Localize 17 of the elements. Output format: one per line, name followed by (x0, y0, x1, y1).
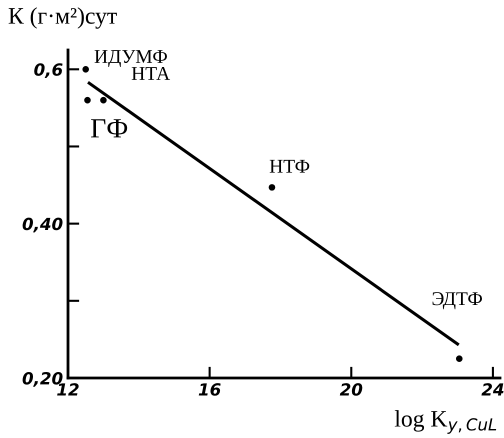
point (82, 66, 89, 73)
x-tick-label: 20 (340, 383, 362, 396)
y-axis-title: К (г·м²)сут (8, 7, 117, 29)
annotation: ЭДТФ (432, 292, 482, 310)
annotation: ИДУМФ (94, 50, 167, 67)
point (268, 184, 276, 191)
x-tick-label: 24 (481, 383, 504, 396)
y-tick-label: 0,40 (22, 218, 63, 232)
point (100, 96, 107, 104)
point (456, 355, 463, 362)
x-tick-label: 16 (198, 383, 221, 396)
annotation: НТФ (270, 160, 310, 173)
y-tick-label: 0,6 (34, 63, 63, 78)
annotation: ГФ (91, 119, 128, 138)
x-axis-title: log K$_{y,CuL}$ (394, 410, 496, 434)
point (84, 96, 91, 104)
annotation: НТА (132, 67, 170, 80)
